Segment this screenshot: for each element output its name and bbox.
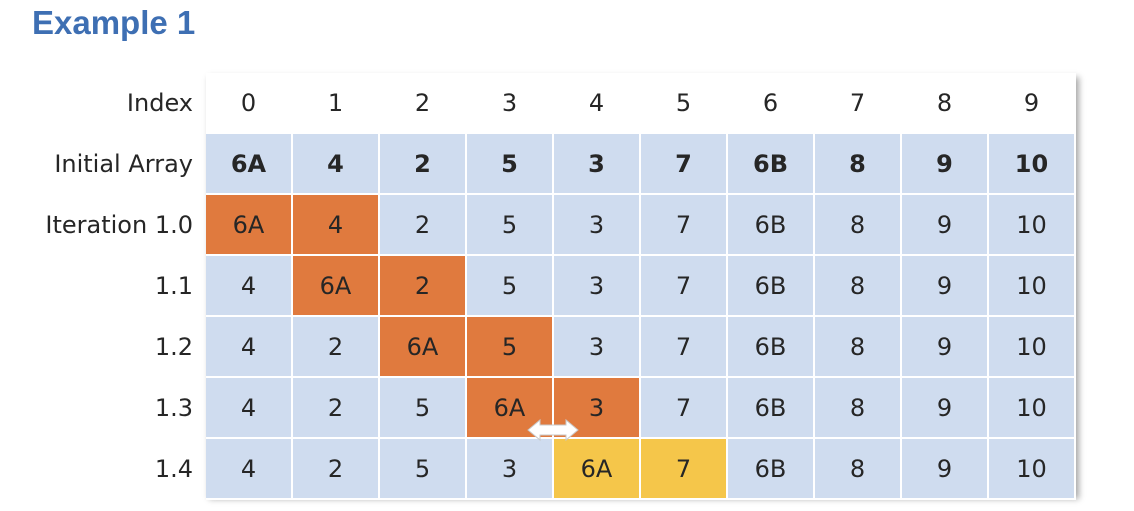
array-cell: 8 (815, 439, 902, 500)
page-title: Example 1 (32, 4, 196, 41)
array-cell: 8 (815, 378, 902, 439)
array-cell: 5 (380, 439, 467, 500)
array-cell: 10 (989, 134, 1076, 195)
array-cell: 8 (815, 195, 902, 256)
array-cell: 6A (554, 439, 641, 500)
array-cell: 6B (728, 134, 815, 195)
row-label: Index (126, 89, 193, 117)
array-cell: 2 (380, 256, 467, 317)
array-cell: 6B (728, 378, 815, 439)
index-cell: 0 (206, 73, 293, 134)
array-cell: 6A (206, 195, 293, 256)
array-cell: 6A (467, 378, 554, 439)
row-label: 1.1 (154, 272, 193, 300)
array-cell: 10 (989, 378, 1076, 439)
array-cell: 6B (728, 439, 815, 500)
array-cell: 7 (641, 134, 728, 195)
array-cell: 7 (641, 195, 728, 256)
array-cell: 2 (380, 195, 467, 256)
array-cell: 6A (380, 317, 467, 378)
double-arrow-icon (527, 418, 579, 442)
row-label: 1.2 (154, 333, 193, 361)
array-cell: 6B (728, 317, 815, 378)
array-cell: 4 (293, 134, 380, 195)
array-cell: 7 (641, 439, 728, 500)
array-cell: 5 (467, 256, 554, 317)
array-cell: 4 (206, 317, 293, 378)
array-cell: 4 (206, 439, 293, 500)
index-cell: 6 (728, 73, 815, 134)
array-cell: 3 (554, 317, 641, 378)
row-label: 1.3 (154, 394, 193, 422)
array-cell: 9 (902, 317, 989, 378)
array-cell: 6A (206, 134, 293, 195)
index-cell: 8 (902, 73, 989, 134)
index-cell: 4 (554, 73, 641, 134)
array-cell: 9 (902, 439, 989, 500)
array-cell: 2 (293, 439, 380, 500)
array-cell: 2 (380, 134, 467, 195)
row-label: Initial Array (54, 150, 193, 178)
array-cell: 6A (293, 256, 380, 317)
array-cell: 10 (989, 317, 1076, 378)
array-cell: 7 (641, 378, 728, 439)
index-cell: 1 (293, 73, 380, 134)
array-cell: 3 (554, 378, 641, 439)
row-label: 1.4 (154, 455, 193, 483)
index-cell: 5 (641, 73, 728, 134)
array-cell: 6B (728, 195, 815, 256)
index-cell: 7 (815, 73, 902, 134)
array-cell: 9 (902, 256, 989, 317)
array-cell: 4 (206, 256, 293, 317)
array-cell: 7 (641, 317, 728, 378)
array-cell: 3 (467, 439, 554, 500)
array-cell: 5 (467, 134, 554, 195)
array-cell: 3 (554, 134, 641, 195)
index-cell: 9 (989, 73, 1076, 134)
array-cell: 7 (641, 256, 728, 317)
array-cell: 5 (380, 378, 467, 439)
array-cell: 5 (467, 317, 554, 378)
array-cell: 10 (989, 195, 1076, 256)
array-cell: 8 (815, 317, 902, 378)
array-cell: 9 (902, 195, 989, 256)
array-cell: 5 (467, 195, 554, 256)
array-cell: 9 (902, 378, 989, 439)
index-cell: 3 (467, 73, 554, 134)
array-cell: 6B (728, 256, 815, 317)
array-cell: 10 (989, 256, 1076, 317)
array-cell: 8 (815, 256, 902, 317)
array-cell: 4 (293, 195, 380, 256)
row-label: Iteration 1.0 (45, 211, 193, 239)
array-cell: 2 (293, 378, 380, 439)
index-cell: 2 (380, 73, 467, 134)
array-cell: 8 (815, 134, 902, 195)
array-cell: 3 (554, 256, 641, 317)
array-cell: 10 (989, 439, 1076, 500)
array-cell: 3 (554, 195, 641, 256)
array-cell: 4 (206, 378, 293, 439)
array-cell: 2 (293, 317, 380, 378)
array-cell: 9 (902, 134, 989, 195)
